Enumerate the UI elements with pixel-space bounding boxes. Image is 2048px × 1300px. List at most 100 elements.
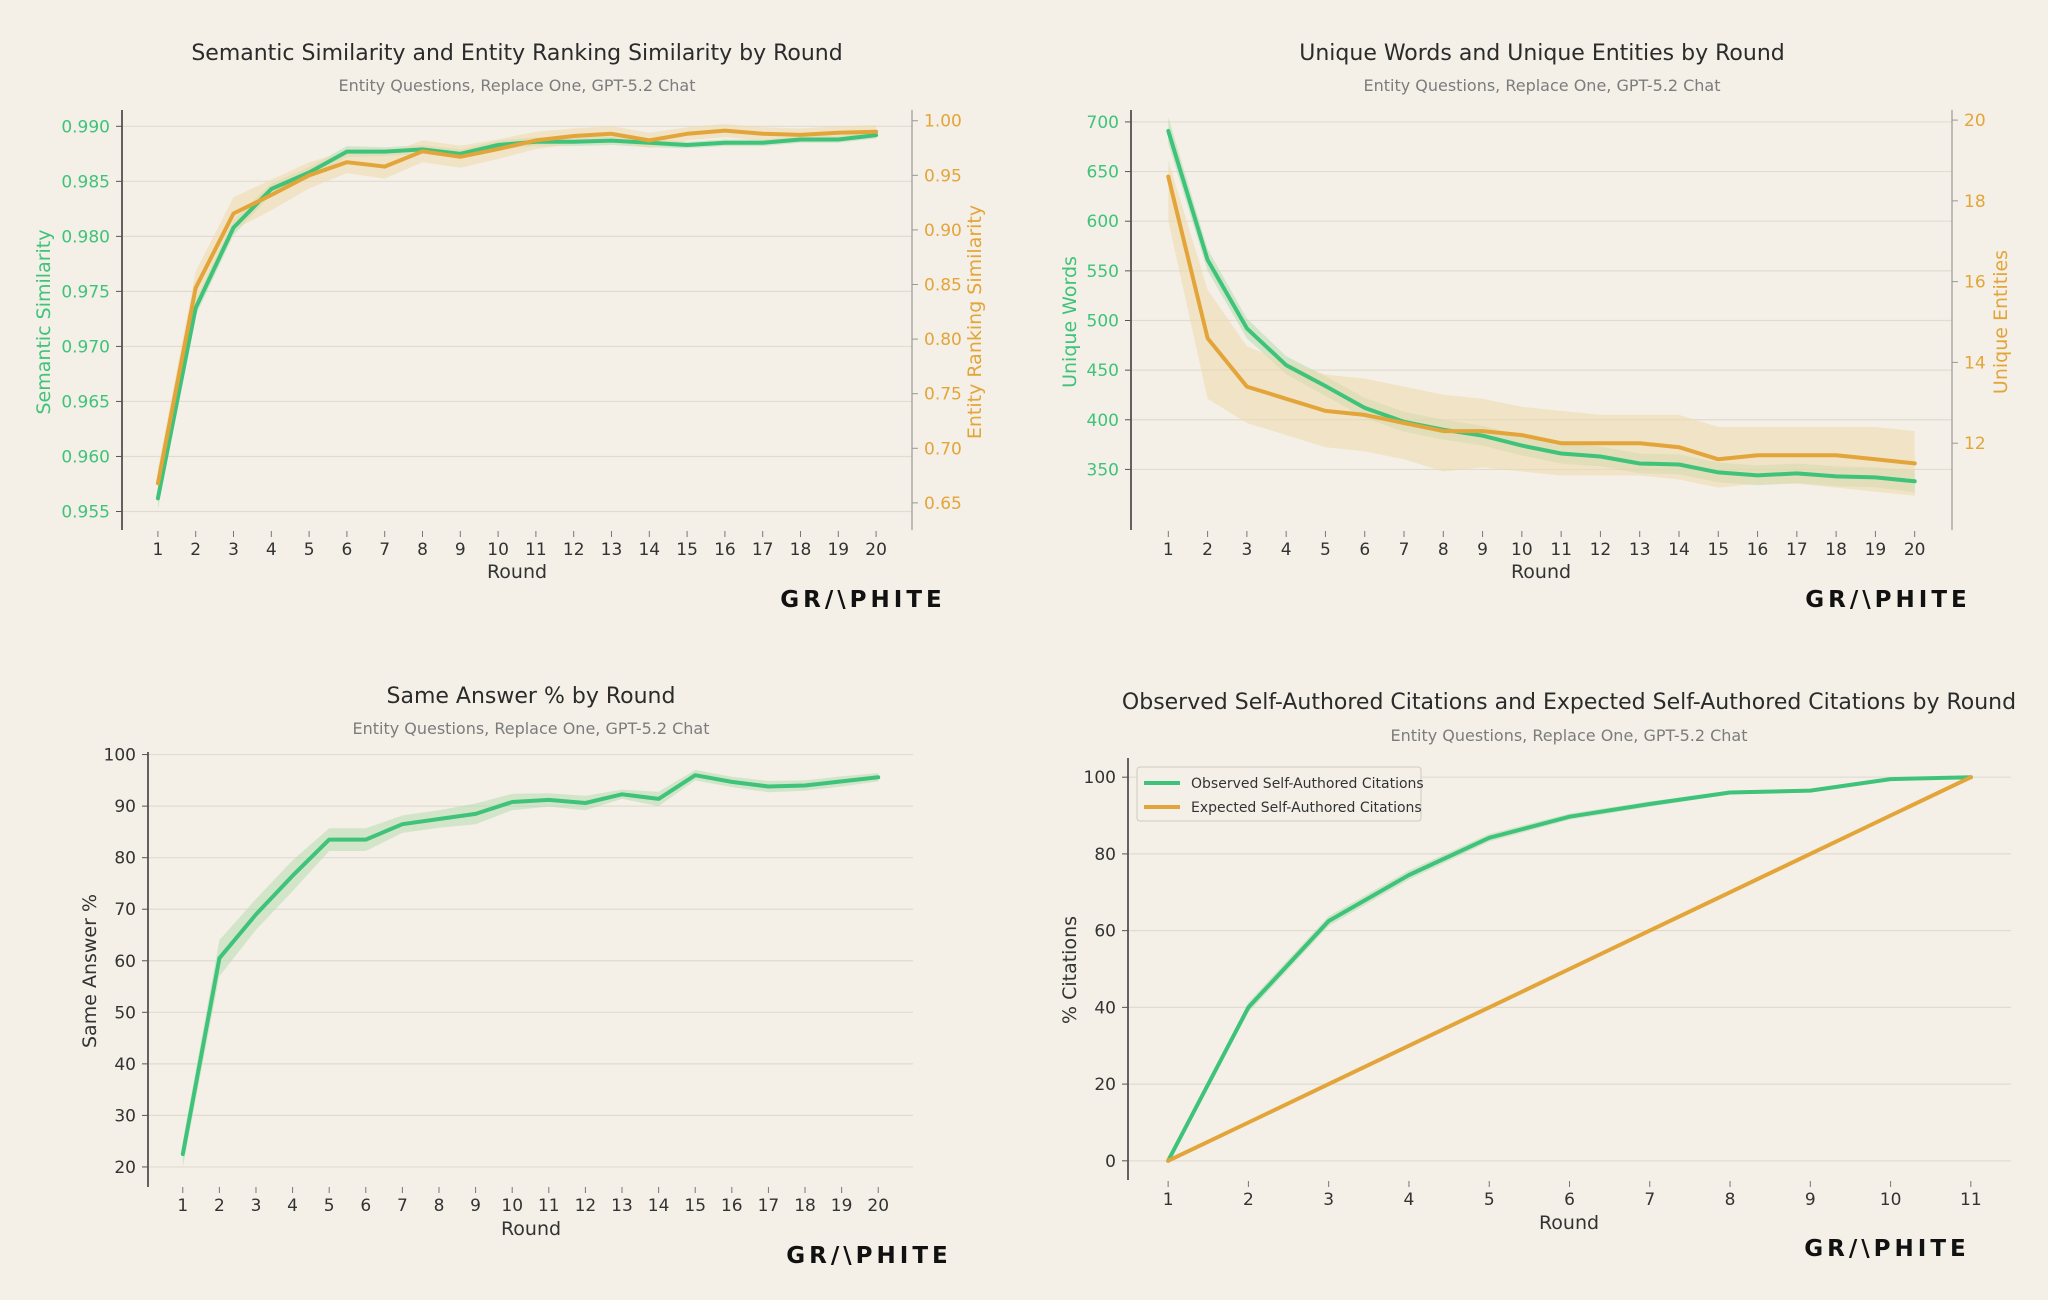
- y-tick-label: 20: [1094, 1075, 1116, 1095]
- x-tick-label: 8: [1725, 1190, 1736, 1210]
- y-tick-label: 30: [114, 1106, 136, 1126]
- x-tick-label: 2: [1202, 540, 1213, 560]
- x-tick-label: 20: [865, 540, 887, 560]
- y-tick-label: 100: [1084, 768, 1116, 788]
- series-line-0: [1166, 775, 1973, 1163]
- y-tick-label-right: 12: [1964, 434, 1986, 454]
- series-line-1: [1166, 174, 1917, 466]
- confidence-band-1: [1168, 160, 1915, 496]
- graphite-logo: GR/\PHITE: [786, 1243, 951, 1269]
- x-tick-label: 5: [304, 540, 315, 560]
- x-tick-label: 3: [228, 540, 239, 560]
- x-tick-label: 4: [266, 540, 277, 560]
- x-tick-label: 17: [758, 1196, 780, 1216]
- x-tick-label: 11: [538, 1196, 560, 1216]
- x-tick-label: 16: [721, 1196, 743, 1216]
- y-tick-label: 550: [1087, 262, 1119, 282]
- y-tick-label: 80: [1094, 845, 1116, 865]
- x-tick-label: 19: [827, 540, 849, 560]
- legend-label-observed: Observed Self-Authored Citations: [1191, 776, 1424, 792]
- x-tick-label: 7: [1399, 540, 1410, 560]
- chart-self-authored-citations: Observed Self-Authored Citations and Exp…: [1059, 690, 2016, 1262]
- x-tick-label: 5: [1484, 1190, 1495, 1210]
- y-axis-label: Same Answer %: [79, 894, 101, 1048]
- x-tick-label: 16: [714, 540, 736, 560]
- axes: [1125, 110, 1958, 537]
- x-tick-label: 3: [1323, 1190, 1334, 1210]
- x-tick-label: 14: [1668, 540, 1690, 560]
- y-tick-label-right: 0.95: [924, 166, 962, 186]
- y-tick-label-right: 16: [1964, 273, 1986, 293]
- x-tick-label: 5: [324, 1196, 335, 1216]
- x-tick-label: 7: [1644, 1190, 1655, 1210]
- x-tick-label: 17: [752, 540, 774, 560]
- y-tick-label-right: 0.70: [924, 439, 962, 459]
- y-tick-label: 100: [104, 746, 136, 766]
- legend-label-expected: Expected Self-Authored Citations: [1191, 800, 1422, 816]
- x-tick-label: 5: [1320, 540, 1331, 560]
- y-tick-label: 0: [1105, 1152, 1116, 1172]
- x-tick-label: 9: [455, 540, 466, 560]
- x-tick-label: 6: [360, 1196, 371, 1216]
- y-tick-label: 450: [1087, 361, 1119, 381]
- y-tick-label: 20: [114, 1158, 136, 1178]
- axes: [1122, 758, 1972, 1187]
- x-tick-label: 10: [1511, 540, 1533, 560]
- x-tick-label: 2: [1243, 1190, 1254, 1210]
- x-tick-label: 1: [152, 540, 163, 560]
- x-tick-label: 6: [1359, 540, 1370, 560]
- x-tick-label: 1: [1163, 1190, 1174, 1210]
- x-tick-label: 12: [575, 1196, 597, 1216]
- y-tick-label: 0.975: [61, 282, 110, 302]
- tick-labels: 0 20 40 60 80 100 1 2 3 4 5 6 7 8 9 10 11: [1084, 768, 1982, 1210]
- gridlines: [148, 753, 913, 1168]
- series-line-0: [180, 773, 881, 1157]
- y-tick-label: 700: [1087, 113, 1119, 133]
- y-axis-label-left: Semantic Similarity: [33, 230, 55, 415]
- x-tick-label: 18: [790, 540, 812, 560]
- x-tick-label: 14: [638, 540, 660, 560]
- x-tick-label: 7: [379, 540, 390, 560]
- x-tick-label: 10: [1880, 1190, 1902, 1210]
- y-tick-label: 0.980: [61, 227, 110, 247]
- x-tick-label: 1: [177, 1196, 188, 1216]
- x-tick-label: 19: [1865, 540, 1887, 560]
- x-tick-label: 4: [287, 1196, 298, 1216]
- series-line-1: [155, 128, 879, 486]
- x-axis-label: Round: [487, 561, 547, 583]
- x-tick-label: 4: [1281, 540, 1292, 560]
- x-axis-label: Round: [1539, 1212, 1599, 1234]
- axes: [116, 110, 918, 537]
- graphite-logo: GR/\PHITE: [1805, 587, 1970, 613]
- y-tick-label: 0.955: [61, 502, 110, 522]
- x-tick-label: 9: [470, 1196, 481, 1216]
- x-tick-label: 16: [1747, 540, 1769, 560]
- chart-title: Semantic Similarity and Entity Ranking S…: [191, 41, 842, 66]
- chart-subtitle: Entity Questions, Replace One, GPT-5.2 C…: [1390, 726, 1747, 745]
- x-axis-label: Round: [1511, 561, 1571, 583]
- y-tick-label: 0.990: [61, 117, 110, 137]
- x-tick-label: 15: [1707, 540, 1729, 560]
- tick-labels: 0.9550.9600.9650.9700.9750.9800.9850.990…: [61, 112, 962, 560]
- y-tick-label: 40: [1094, 998, 1116, 1018]
- x-tick-label: 13: [611, 1196, 633, 1216]
- x-tick-label: 19: [831, 1196, 853, 1216]
- x-tick-label: 10: [501, 1196, 523, 1216]
- series-line-0: [1166, 128, 1917, 484]
- legend-box: [1136, 766, 1422, 822]
- y-tick-label: 600: [1087, 212, 1119, 232]
- chart-title: Observed Self-Authored Citations and Exp…: [1122, 690, 2016, 715]
- y-axis-label-left: Unique Words: [1059, 256, 1081, 388]
- y-tick-label: 0.965: [61, 392, 110, 412]
- x-tick-label: 13: [1629, 540, 1651, 560]
- y-axis-label-right: Unique Entities: [1990, 250, 2012, 394]
- x-tick-label: 14: [648, 1196, 670, 1216]
- y-axis-label: % Citations: [1059, 916, 1081, 1024]
- chart-semantic-similarity: Semantic Similarity and Entity Ranking S…: [33, 41, 986, 613]
- series-line-1: [1166, 775, 1973, 1163]
- x-tick-label: 12: [563, 540, 585, 560]
- x-tick-label: 3: [251, 1196, 262, 1216]
- x-tick-label: 17: [1786, 540, 1808, 560]
